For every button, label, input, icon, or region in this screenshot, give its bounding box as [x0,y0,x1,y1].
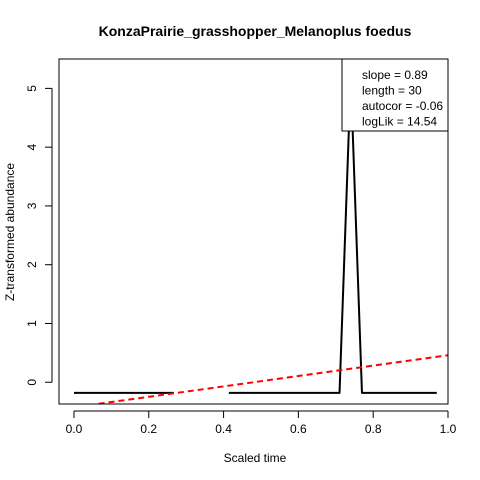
y-axis: 0 1 2 3 4 5 [25,85,53,386]
y-tick-label: 2 [25,261,39,268]
legend-box [341,58,449,132]
y-tick-label: 1 [25,320,39,327]
y-axis-title: Z-transformed abundance [3,163,17,301]
y-tick-label: 3 [25,202,39,209]
y-tick-label: 4 [25,144,39,151]
series-2-segment-1 [89,354,448,404]
y-tick-label: 5 [25,85,39,92]
x-tick-label: 0.4 [215,422,232,436]
x-tick-label: 1.0 [440,422,457,436]
legend-line: autocor = -0.06 [362,99,443,113]
legend-line: length = 30 [362,84,422,98]
plot-frame [58,58,449,405]
x-tick-label: 0.2 [140,422,157,436]
chart-title: KonzaPrairie_grasshopper_Melanoplus foed… [99,23,412,39]
legend-line: slope = 0.89 [362,68,428,82]
x-tick-label: 0.0 [66,422,83,436]
y-tick-label: 0 [25,379,39,386]
x-tick-label: 0.8 [365,422,382,436]
x-axis: 0.0 0.2 0.4 0.6 0.8 1.0 [66,410,457,436]
x-tick-label: 0.6 [290,422,307,436]
x-axis-title: Scaled time [224,451,287,465]
legend-line: logLik = 14.54 [362,115,437,129]
